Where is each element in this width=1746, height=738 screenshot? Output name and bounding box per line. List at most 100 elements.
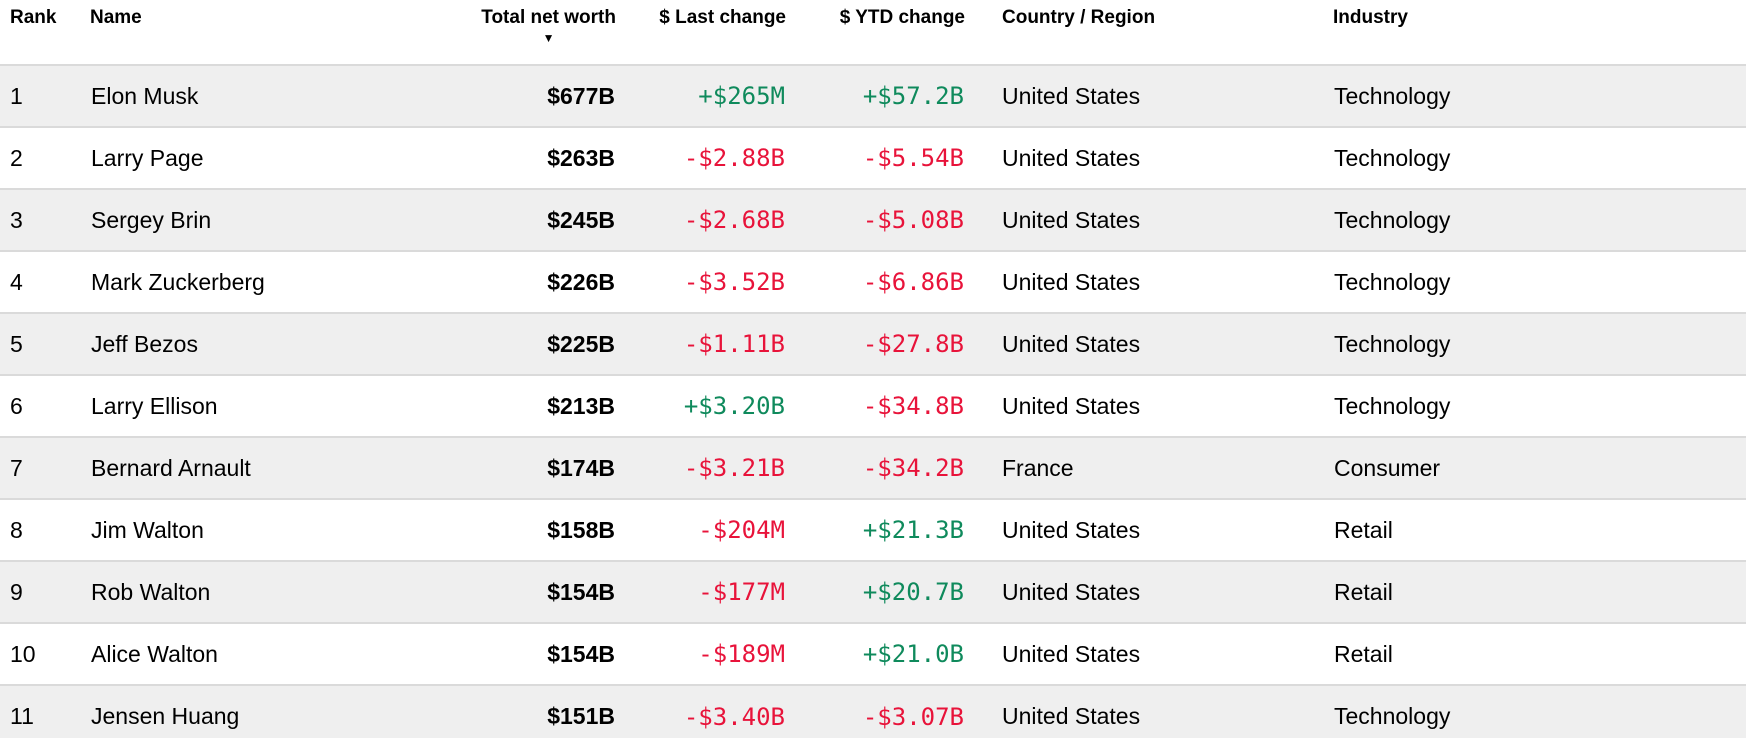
- table-row: 2 Larry Page $263B -$2.88B -$5.54B Unite…: [0, 127, 1746, 189]
- table-row: 7 Bernard Arnault $174B -$3.21B -$34.2B …: [0, 437, 1746, 499]
- column-header-ytd-change[interactable]: $ YTD change: [839, 7, 965, 28]
- ytd-change-cell: -$6.86B: [862, 268, 964, 296]
- table-row: 1 Elon Musk $677B +$265M +$57.2B United …: [0, 65, 1746, 127]
- total-net-worth-cell: $245B: [547, 206, 615, 233]
- ytd-change-cell: +$57.2B: [862, 82, 964, 110]
- column-header-country-region[interactable]: Country / Region: [1002, 7, 1156, 28]
- country-cell: United States: [1002, 392, 1141, 419]
- industry-cell: Technology: [1334, 330, 1451, 357]
- industry-cell: Technology: [1334, 82, 1451, 109]
- last-change-cell: -$3.40B: [683, 702, 785, 731]
- rank-cell: 4: [10, 268, 23, 295]
- total-net-worth-cell: $677B: [547, 82, 615, 109]
- table-body: 1 Elon Musk $677B +$265M +$57.2B United …: [0, 65, 1746, 738]
- ytd-change-cell: +$21.0B: [862, 640, 964, 668]
- rank-cell: 11: [10, 703, 34, 729]
- name-cell[interactable]: Jim Walton: [91, 516, 204, 543]
- table-row: 5 Jeff Bezos $225B -$1.11B -$27.8B Unite…: [0, 313, 1746, 375]
- industry-cell: Consumer: [1334, 454, 1441, 481]
- table-header-row: Rank Name Total net worth ▼ $ Last chang…: [0, 0, 1746, 65]
- country-cell: France: [1002, 454, 1074, 481]
- total-net-worth-cell: $158B: [547, 516, 615, 543]
- ytd-change-cell: -$3.07B: [862, 702, 964, 731]
- country-cell: United States: [1002, 516, 1141, 543]
- country-cell: United States: [1002, 206, 1141, 233]
- name-cell[interactable]: Larry Ellison: [91, 392, 218, 419]
- country-cell: United States: [1002, 268, 1141, 295]
- country-cell: United States: [1002, 144, 1141, 171]
- total-net-worth-cell: $225B: [547, 330, 615, 357]
- total-net-worth-cell: $263B: [547, 144, 615, 171]
- ytd-change-cell: +$20.7B: [862, 578, 964, 606]
- table-row: 3 Sergey Brin $245B -$2.68B -$5.08B Unit…: [0, 189, 1746, 251]
- ytd-change-cell: +$21.3B: [862, 516, 964, 544]
- column-header-name[interactable]: Name: [90, 7, 142, 28]
- column-header-last-change[interactable]: $ Last change: [659, 7, 786, 28]
- industry-cell: Technology: [1334, 392, 1451, 419]
- rank-cell: 6: [10, 392, 23, 419]
- last-change-cell: -$2.68B: [683, 206, 785, 234]
- name-cell[interactable]: Jensen Huang: [91, 703, 240, 729]
- rank-cell: 5: [10, 330, 23, 357]
- name-cell[interactable]: Alice Walton: [91, 640, 218, 667]
- ytd-change-cell: -$5.54B: [862, 144, 964, 172]
- name-cell[interactable]: Mark Zuckerberg: [91, 268, 265, 295]
- ytd-change-cell: -$27.8B: [862, 330, 964, 358]
- column-header-industry[interactable]: Industry: [1333, 7, 1408, 28]
- column-header-rank[interactable]: Rank: [10, 7, 57, 28]
- name-cell[interactable]: Rob Walton: [91, 578, 211, 605]
- table-row: 9 Rob Walton $154B -$177M +$20.7B United…: [0, 561, 1746, 623]
- last-change-cell: +$265M: [698, 82, 785, 110]
- industry-cell: Technology: [1334, 206, 1451, 233]
- table-row: 10 Alice Walton $154B -$189M +$21.0B Uni…: [0, 623, 1746, 685]
- total-net-worth-cell: $174B: [547, 454, 615, 481]
- name-cell[interactable]: Larry Page: [91, 144, 204, 171]
- country-cell: United States: [1002, 578, 1141, 605]
- last-change-cell: -$189M: [698, 640, 785, 668]
- country-cell: United States: [1002, 640, 1141, 667]
- column-header-total-net-worth-label: Total net worth: [481, 7, 616, 28]
- industry-cell: Retail: [1334, 516, 1393, 543]
- table-row: 8 Jim Walton $158B -$204M +$21.3B United…: [0, 499, 1746, 561]
- sort-descending-icon: ▼: [542, 31, 555, 45]
- total-net-worth-cell: $151B: [547, 703, 615, 729]
- rank-cell: 8: [10, 516, 23, 543]
- rank-cell: 9: [10, 578, 23, 605]
- rank-cell: 1: [10, 82, 23, 109]
- ytd-change-cell: -$34.2B: [862, 454, 964, 482]
- industry-cell: Technology: [1334, 703, 1451, 729]
- last-change-cell: -$3.52B: [683, 268, 785, 296]
- rank-cell: 2: [10, 144, 23, 171]
- industry-cell: Technology: [1334, 144, 1451, 171]
- rank-cell: 10: [10, 640, 36, 667]
- name-cell[interactable]: Elon Musk: [91, 82, 199, 109]
- last-change-cell: -$177M: [698, 578, 785, 606]
- table-row: 4 Mark Zuckerberg $226B -$3.52B -$6.86B …: [0, 251, 1746, 313]
- name-cell[interactable]: Bernard Arnault: [91, 454, 251, 481]
- last-change-cell: -$204M: [698, 516, 785, 544]
- total-net-worth-cell: $154B: [547, 578, 615, 605]
- ytd-change-cell: -$34.8B: [862, 392, 964, 420]
- country-cell: United States: [1002, 703, 1141, 729]
- industry-cell: Retail: [1334, 578, 1393, 605]
- table-row: 6 Larry Ellison $213B +$3.20B -$34.8B Un…: [0, 375, 1746, 437]
- last-change-cell: -$1.11B: [683, 330, 785, 358]
- ytd-change-cell: -$5.08B: [862, 206, 964, 234]
- industry-cell: Technology: [1334, 268, 1451, 295]
- last-change-cell: -$3.21B: [683, 454, 785, 482]
- total-net-worth-cell: $226B: [547, 268, 615, 295]
- total-net-worth-cell: $213B: [547, 392, 615, 419]
- table-row: 11 Jensen Huang $151B -$3.40B -$3.07B Un…: [0, 685, 1746, 738]
- rank-cell: 7: [10, 454, 23, 481]
- name-cell[interactable]: Sergey Brin: [91, 206, 212, 233]
- rank-cell: 3: [10, 206, 23, 233]
- country-cell: United States: [1002, 82, 1141, 109]
- last-change-cell: -$2.88B: [683, 144, 785, 172]
- industry-cell: Retail: [1334, 640, 1393, 667]
- last-change-cell: +$3.20B: [683, 392, 785, 420]
- country-cell: United States: [1002, 330, 1141, 357]
- name-cell[interactable]: Jeff Bezos: [91, 330, 198, 357]
- column-header-total-net-worth[interactable]: Total net worth ▼: [400, 0, 616, 65]
- total-net-worth-cell: $154B: [547, 640, 615, 667]
